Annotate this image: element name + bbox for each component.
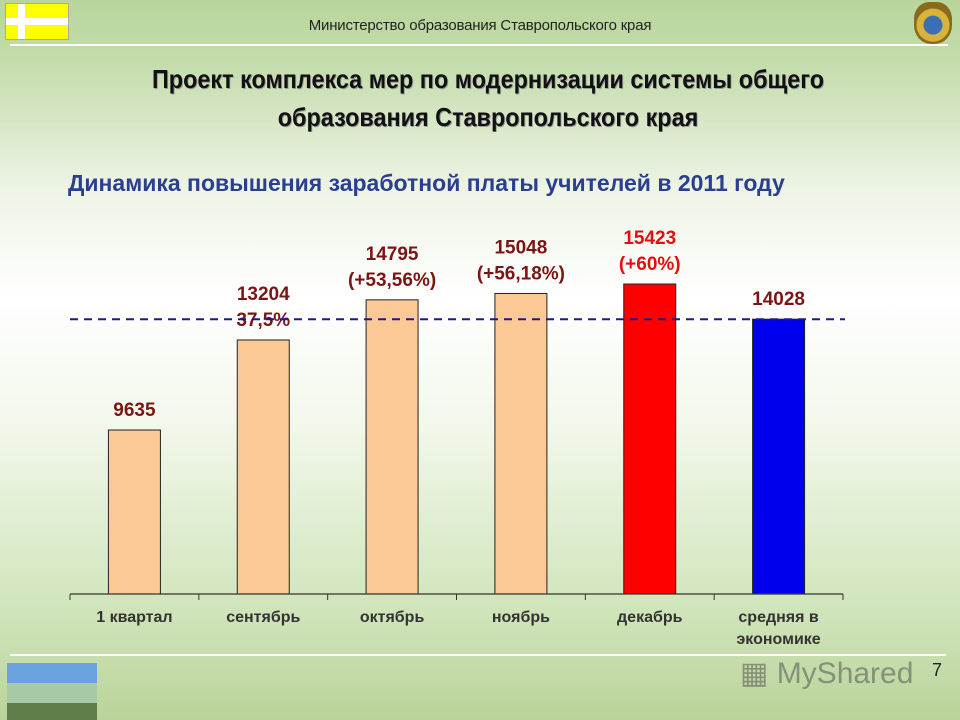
data-label: (+60%) (619, 254, 681, 275)
bar-1 (236, 339, 290, 595)
ministry-header: Министерство образования Ставропольского… (308, 17, 652, 34)
bar-2 (365, 299, 419, 595)
page-number: 7 (932, 660, 943, 680)
footer-divider (10, 654, 946, 656)
category-label: средняя в (738, 609, 819, 626)
header-divider (10, 44, 948, 46)
data-label: 13204 (237, 284, 290, 305)
data-label: 37,5% (236, 310, 290, 331)
title-line-1: Проект комплекса мер по модернизации сис… (151, 64, 825, 94)
school-building-photo (7, 663, 97, 720)
data-label: 15048 (494, 237, 547, 258)
bar-4 (623, 283, 677, 595)
data-label: 14795 (366, 244, 419, 265)
data-label: (+53,56%) (348, 270, 436, 291)
bar-3 (494, 292, 548, 595)
watermark-logo: ▦ MyShared (740, 657, 914, 690)
category-label: экономике (736, 631, 820, 648)
chart-title: Динамика повышения заработной платы учит… (68, 170, 785, 196)
data-label: 9635 (113, 400, 156, 421)
category-label: сентябрь (226, 609, 300, 626)
title-line-2: образования Ставропольского края (277, 102, 699, 132)
category-label: 1 квартал (96, 609, 172, 626)
watermark-text: MyShared (776, 657, 914, 690)
slide-title: Проект комплекса мер по модернизации сис… (49, 60, 927, 136)
data-label: (+56,18%) (477, 263, 565, 284)
bar-0 (107, 429, 161, 595)
category-label: октябрь (360, 609, 425, 626)
category-label: ноябрь (492, 609, 550, 626)
region-flag (5, 3, 69, 40)
data-label: 15423 (623, 228, 676, 249)
data-label: 14028 (752, 289, 805, 310)
category-label: декабрь (617, 609, 683, 626)
bar-5 (752, 318, 806, 595)
coat-of-arms-icon (914, 2, 952, 44)
